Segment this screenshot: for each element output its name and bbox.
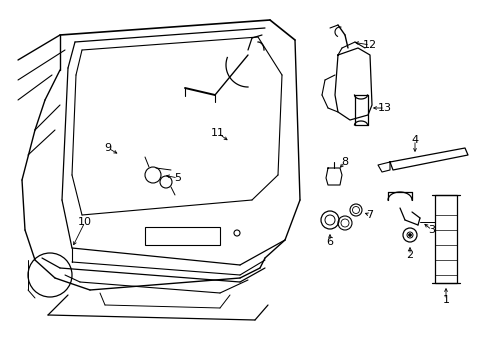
Text: 8: 8 xyxy=(341,157,348,167)
Circle shape xyxy=(407,234,411,237)
Text: 5: 5 xyxy=(174,173,181,183)
Text: 6: 6 xyxy=(326,237,333,247)
Text: 3: 3 xyxy=(427,225,435,235)
Text: 11: 11 xyxy=(210,128,224,138)
Text: 2: 2 xyxy=(406,250,413,260)
Bar xyxy=(434,195,456,283)
Text: 4: 4 xyxy=(410,135,418,145)
Text: 10: 10 xyxy=(78,217,92,227)
Text: 13: 13 xyxy=(377,103,391,113)
Text: 12: 12 xyxy=(362,40,376,50)
Text: 7: 7 xyxy=(366,210,373,220)
Bar xyxy=(145,227,220,245)
Text: 9: 9 xyxy=(104,143,111,153)
Text: 1: 1 xyxy=(442,295,448,305)
